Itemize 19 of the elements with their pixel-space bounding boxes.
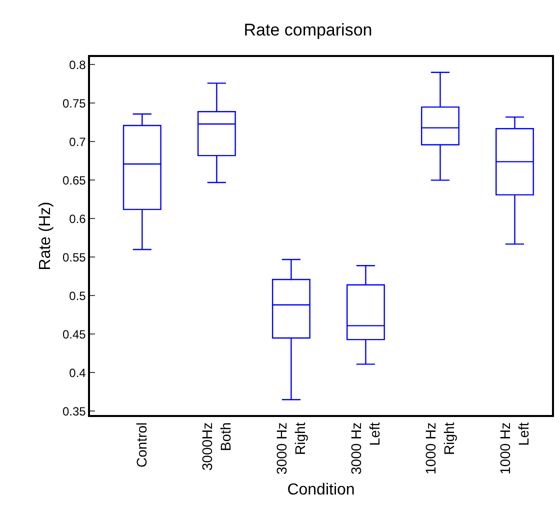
x-axis-title: Condition — [287, 482, 355, 499]
y-tick-label: 0.35 — [62, 404, 86, 418]
x-tick-label: 3000Hz Both — [199, 422, 234, 471]
y-tick-label: 0.6 — [69, 212, 86, 226]
y-tick-label: 0.75 — [62, 96, 86, 110]
y-tick-label: 0.7 — [69, 134, 86, 149]
x-tick-label: 3000 Hz Right — [274, 422, 308, 475]
y-tick-label: 0.4 — [69, 366, 86, 380]
y-tick-label: 0.55 — [62, 250, 86, 264]
x-tick-label: Control — [134, 422, 150, 468]
y-tick-label: 0.5 — [69, 288, 86, 303]
x-tick-label: 1000 Hz Left — [497, 422, 532, 475]
y-tick-label: 0.45 — [62, 327, 86, 342]
y-axis-title: Rate (Hz) — [36, 202, 54, 270]
x-tick-label: 3000 Hz Left — [348, 422, 382, 475]
chart-title: Rate comparison — [244, 20, 372, 40]
y-tick-label: 0.8 — [69, 58, 86, 72]
x-tick-label: 1000 Hz Right — [422, 422, 457, 475]
y-tick-label: 0.65 — [62, 173, 86, 188]
